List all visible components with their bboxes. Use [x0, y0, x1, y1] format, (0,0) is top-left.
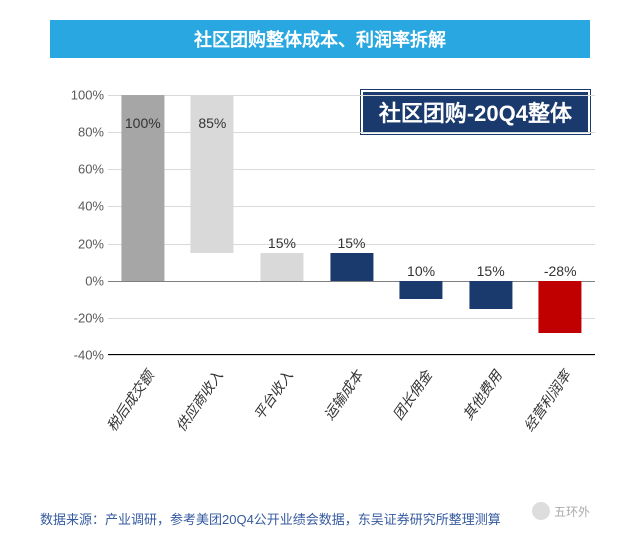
- x-category-label: 税后成交额: [102, 367, 159, 436]
- y-tick-label: 20%: [60, 236, 104, 251]
- x-category-label: 经营利润率: [519, 367, 576, 436]
- grid-line: [108, 206, 595, 207]
- bar: [260, 253, 303, 281]
- grid-line: [108, 281, 595, 282]
- y-tick-label: -40%: [60, 348, 104, 363]
- y-tick-label: 0%: [60, 273, 104, 288]
- x-category-label: 其他费用: [458, 367, 507, 424]
- bar-value-label: 15%: [477, 263, 505, 279]
- bar-value-label: 10%: [407, 263, 435, 279]
- y-tick-label: 60%: [60, 162, 104, 177]
- y-tick-label: 100%: [60, 88, 104, 103]
- grid-line: [108, 132, 595, 133]
- grid-line: [108, 95, 595, 96]
- bar-value-label: -28%: [544, 263, 577, 279]
- bar: [330, 253, 373, 281]
- grid-line: [108, 169, 595, 170]
- x-category-label: 供应商收入: [171, 367, 228, 436]
- bar: [400, 281, 443, 300]
- bar-chart: -40%-20%0%20%40%60%80%100%100%税后成交额85%供应…: [60, 95, 595, 435]
- watermark-icon: [532, 502, 550, 520]
- grid-line: [108, 355, 595, 356]
- watermark-text: 五环外: [554, 503, 590, 520]
- bar-value-label: 100%: [125, 115, 161, 131]
- watermark: 五环外: [532, 502, 590, 520]
- x-category-label: 团长佣金: [388, 367, 437, 424]
- bar-value-label: 15%: [337, 235, 365, 251]
- y-tick-label: 80%: [60, 125, 104, 140]
- x-category-label: 平台收入: [249, 367, 298, 424]
- bar-value-label: 85%: [198, 115, 226, 131]
- bar: [539, 281, 582, 333]
- plot-area: [108, 95, 595, 355]
- grid-line: [108, 318, 595, 319]
- source-footnote: 数据来源：产业调研，参考美团20Q4公开业绩会数据，东吴证券研究所整理测算: [40, 509, 501, 528]
- chart-title: 社区团购整体成本、利润率拆解: [50, 20, 590, 58]
- bar-value-label: 15%: [268, 235, 296, 251]
- y-tick-label: -20%: [60, 310, 104, 325]
- bar: [469, 281, 512, 309]
- y-tick-label: 40%: [60, 199, 104, 214]
- x-category-label: 运输成本: [318, 367, 367, 424]
